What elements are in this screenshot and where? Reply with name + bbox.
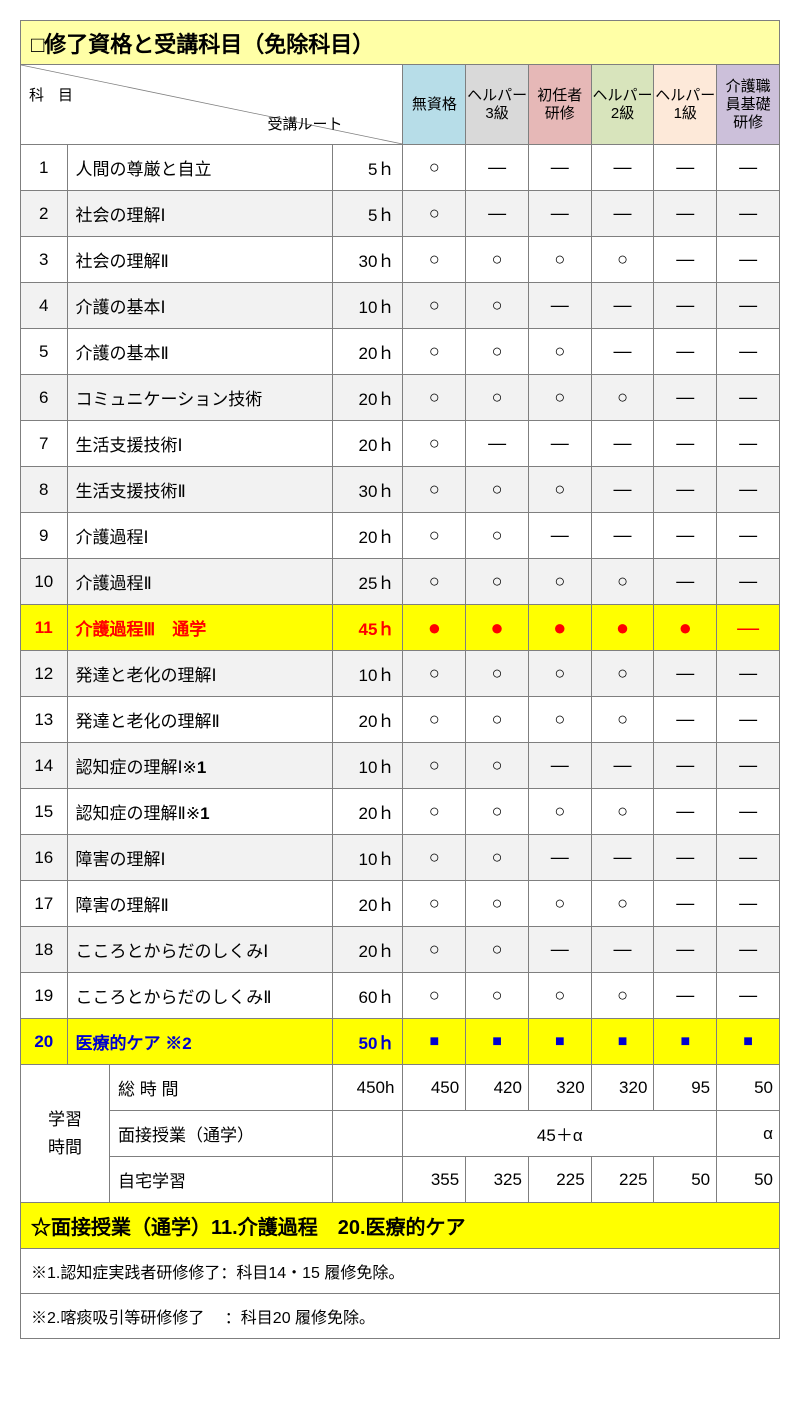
diagonal-header: 科目受講ルート — [21, 65, 403, 145]
table-title: □修了資格と受講科目（免除科目） — [21, 21, 780, 65]
col-header-3: ヘルパー2級 — [591, 65, 654, 145]
subject-name: 介護過程Ⅱ — [67, 559, 332, 605]
subject-name: こころとからだのしくみⅠ — [67, 927, 332, 973]
subject-name: 障害の理解Ⅰ — [67, 835, 332, 881]
col-header-2: 初任者研修 — [528, 65, 591, 145]
subject-name: 生活支援技術Ⅰ — [67, 421, 332, 467]
subject-name: 社会の理解Ⅱ — [67, 237, 332, 283]
subject-name: 生活支援技術Ⅱ — [67, 467, 332, 513]
col-header-4: ヘルパー1級 — [654, 65, 717, 145]
subject-name: 介護の基本Ⅱ — [67, 329, 332, 375]
qualification-table: □修了資格と受講科目（免除科目）科目受講ルート無資格ヘルパー3級初任者研修ヘルパ… — [20, 20, 780, 1339]
study-time-label: 学習時間 — [21, 1065, 110, 1203]
subject-name: 発達と老化の理解Ⅰ — [67, 651, 332, 697]
subject-name: 人間の尊厳と自立 — [67, 145, 332, 191]
footnote-1: ※1.認知症実践者研修修了：科目14・15 履修免除。 — [21, 1249, 780, 1294]
col-header-0: 無資格 — [403, 65, 466, 145]
footnote-2: ※2.喀痰吸引等研修修了 ：科目20 履修免除。 — [21, 1294, 780, 1339]
col-header-1: ヘルパー3級 — [466, 65, 529, 145]
subject-name: 介護過程Ⅰ — [67, 513, 332, 559]
note-bar: ☆面接授業（通学）11.介護過程 20.医療的ケア — [21, 1203, 780, 1249]
subject-name: 医療的ケア ※2 — [67, 1019, 332, 1065]
subject-name: 障害の理解Ⅱ — [67, 881, 332, 927]
subject-name: 介護過程Ⅲ 通学 — [67, 605, 332, 651]
col-header-5: 介護職員基礎研修 — [717, 65, 780, 145]
subject-name: 認知症の理解Ⅰ※1 — [67, 743, 332, 789]
subject-name: 社会の理解Ⅰ — [67, 191, 332, 237]
subject-name: 発達と老化の理解Ⅱ — [67, 697, 332, 743]
diag-right: 受講ルート — [267, 116, 342, 134]
subject-name: こころとからだのしくみⅡ — [67, 973, 332, 1019]
subject-name: コミュニケーション技術 — [67, 375, 332, 421]
subject-name: 認知症の理解Ⅱ※1 — [67, 789, 332, 835]
subject-name: 介護の基本Ⅰ — [67, 283, 332, 329]
diag-left: 科目 — [29, 87, 87, 105]
